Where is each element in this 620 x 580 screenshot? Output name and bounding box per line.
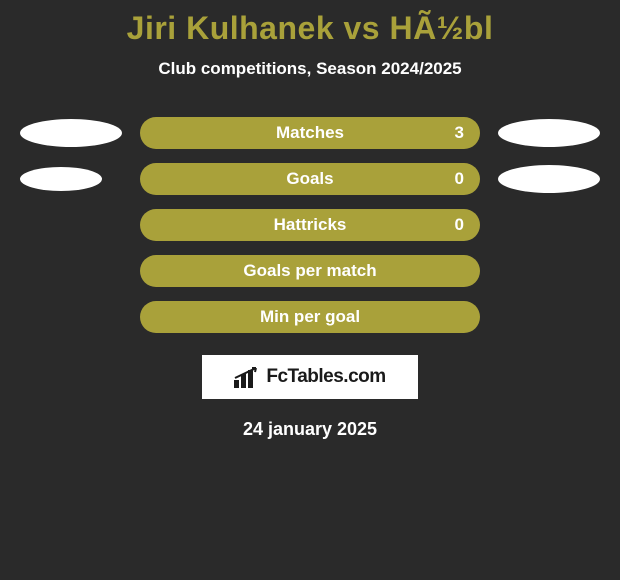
stat-value: 0 [455,215,464,235]
stat-row: Goals per match [0,255,620,287]
stat-label: Hattricks [140,215,480,235]
stat-bar: Matches3 [140,117,480,149]
stats-rows: Matches3Goals0Hattricks0Goals per matchM… [0,117,620,333]
stat-label: Min per goal [140,307,480,327]
stat-row: Hattricks0 [0,209,620,241]
right-ellipse [498,119,600,147]
logo-text: FcTables.com [266,366,385,388]
stat-bar: Min per goal [140,301,480,333]
stat-value: 3 [455,123,464,143]
stat-label: Goals per match [140,261,480,281]
stat-label: Matches [140,123,480,143]
subtitle: Club competitions, Season 2024/2025 [0,59,620,79]
stat-bar: Hattricks0 [140,209,480,241]
page-title: Jiri Kulhanek vs HÃ½bl [0,0,620,47]
bars-icon [234,366,260,388]
stat-bar: Goals0 [140,163,480,195]
left-ellipse [20,119,122,147]
stat-row: Matches3 [0,117,620,149]
stat-row: Min per goal [0,301,620,333]
stat-row: Goals0 [0,163,620,195]
logo-box: FcTables.com [202,355,418,399]
stat-value: 0 [455,169,464,189]
stat-bar: Goals per match [140,255,480,287]
stat-label: Goals [140,169,480,189]
right-ellipse [498,165,600,193]
date-label: 24 january 2025 [0,419,620,440]
left-ellipse [20,167,102,191]
